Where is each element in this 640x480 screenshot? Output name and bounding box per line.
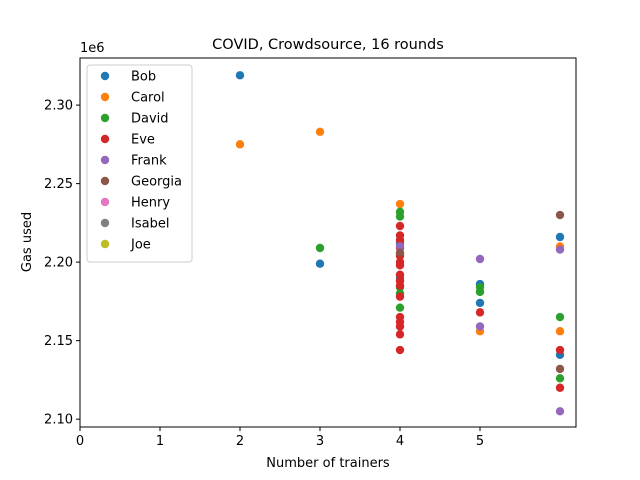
data-point-eve-2: [395, 235, 405, 245]
data-point-frank-4: [555, 407, 565, 416]
legend-label-bob: Bob: [131, 70, 156, 85]
legend-label-joe: Joe: [130, 238, 151, 253]
x-tick-label-5: 5: [476, 434, 484, 449]
y-tick-label-2: 2.20: [44, 256, 73, 271]
legend-marker-georgia: [100, 176, 110, 186]
data-points-layer: [235, 71, 565, 416]
data-point-eve-6: [395, 261, 405, 270]
data-point-eve-7: [395, 270, 405, 279]
legend-marker-henry: [100, 197, 110, 207]
data-point-eve-0: [395, 221, 405, 231]
data-point-eve-13: [395, 322, 405, 331]
y-axis-offset-label: 1e6: [80, 41, 105, 56]
data-point-carol-1: [315, 127, 325, 136]
legend-marker-frank: [100, 155, 110, 165]
x-tick-label-0: 0: [76, 434, 84, 449]
y-axis-label: Gas used: [20, 212, 35, 272]
legend-marker-carol: [100, 92, 110, 102]
x-axis-label: Number of trainers: [266, 456, 390, 471]
legend-label-frank: Frank: [131, 154, 167, 169]
data-point-georgia-0: [395, 248, 405, 257]
data-point-eve-16: [475, 308, 485, 317]
legend-label-carol: Carol: [131, 91, 165, 106]
plot-frame: [79, 57, 577, 428]
data-point-bob-0: [235, 71, 245, 80]
legend-label-georgia: Georgia: [131, 175, 182, 190]
chart-title: COVID, Crowdsource, 16 rounds: [212, 37, 444, 53]
legend-marker-isabel: [100, 218, 110, 228]
y-tick-label-4: 2.30: [44, 99, 73, 114]
data-point-frank-2: [475, 322, 485, 331]
data-point-david-7: [475, 287, 485, 297]
data-point-georgia-1: [555, 210, 565, 220]
data-point-bob-4: [475, 298, 485, 308]
legend: Bob Carol David Eve Frank Georgia Henry Isabel J…: [86, 64, 193, 263]
data-point-eve-15: [395, 345, 405, 355]
axes-layer: 0 1 2 3 4 5 2.10 2.15 2.20 2.25 2.30: [44, 57, 577, 449]
data-point-eve-9: [395, 281, 405, 290]
data-point-frank-0: [395, 242, 405, 251]
data-point-georgia-2: [555, 364, 565, 374]
y-tick-label-3: 2.25: [44, 177, 73, 192]
legend-marker-bob: [100, 71, 110, 81]
x-tick-label-1: 1: [156, 434, 164, 449]
data-point-david-9: [555, 374, 565, 383]
data-point-carol-0: [235, 140, 245, 149]
legend-marker-joe: [100, 239, 110, 249]
data-point-frank-1: [475, 254, 485, 264]
data-point-eve-10: [395, 292, 405, 301]
data-point-bob-6: [555, 232, 565, 242]
legend-label-henry: Henry: [131, 196, 170, 211]
y-tick-label-1: 2.15: [44, 334, 73, 349]
data-point-eve-17: [555, 345, 565, 355]
legend-box: [86, 64, 193, 263]
legend-marker-eve: [100, 134, 110, 144]
legend-label-david: David: [131, 112, 169, 127]
data-point-carol-2: [395, 199, 405, 209]
legend-marker-david: [100, 113, 110, 123]
data-point-david-0: [315, 243, 325, 253]
x-tick-label-2: 2: [236, 434, 244, 449]
data-point-david-5: [395, 303, 405, 312]
data-point-frank-3: [555, 245, 565, 254]
data-point-david-2: [395, 212, 405, 221]
data-point-eve-18: [555, 383, 565, 392]
legend-label-isabel: Isabel: [131, 217, 169, 232]
data-point-bob-1: [315, 259, 325, 268]
y-tick-label-0: 2.10: [44, 413, 73, 428]
data-point-carol-5: [555, 327, 565, 336]
x-tick-label-3: 3: [316, 434, 324, 449]
legend-label-eve: Eve: [131, 133, 155, 148]
x-tick-label-4: 4: [396, 434, 404, 449]
data-point-eve-14: [395, 330, 405, 339]
data-point-david-8: [555, 312, 565, 322]
